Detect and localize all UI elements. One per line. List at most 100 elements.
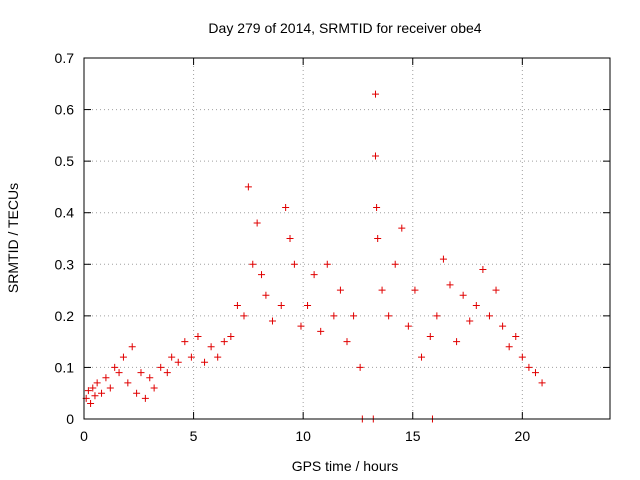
data-point (404, 322, 412, 330)
data-point (371, 90, 379, 98)
data-point (433, 312, 441, 320)
y-axis-label: SRMTID / TECUs (5, 183, 21, 293)
data-point (240, 312, 248, 320)
axis-ticks (83, 57, 610, 420)
y-tick-label: 0.4 (55, 205, 75, 221)
data-point (378, 286, 386, 294)
data-point (323, 260, 331, 268)
x-tick-label: 15 (405, 428, 421, 444)
data-point (374, 235, 382, 242)
data-point (168, 353, 176, 361)
x-axis-label: GPS time / hours (292, 458, 399, 474)
data-point (163, 369, 171, 377)
data-point (227, 332, 235, 340)
data-point (411, 286, 419, 294)
y-tick-label: 0.5 (55, 153, 75, 169)
data-point (89, 384, 97, 392)
y-tick-label: 0 (66, 411, 74, 427)
data-point (426, 332, 434, 340)
data-point (391, 260, 399, 268)
data-point (220, 338, 228, 346)
data-point (258, 271, 266, 279)
data-point (98, 389, 106, 397)
data-point (201, 358, 209, 366)
data-point (133, 389, 141, 397)
data-point (356, 363, 364, 371)
data-point (253, 219, 261, 227)
data-point (499, 322, 507, 330)
data-point (330, 312, 338, 320)
data-point (343, 338, 351, 346)
data-point (310, 271, 318, 279)
data-point (181, 338, 189, 346)
data-point (446, 281, 454, 289)
x-tick-label: 10 (295, 428, 311, 444)
y-tick-label: 0.3 (55, 256, 75, 272)
data-point (518, 353, 526, 361)
data-point (492, 286, 500, 294)
data-point (157, 363, 165, 371)
data-point (317, 327, 325, 335)
data-point (174, 358, 182, 366)
data-point (106, 384, 114, 392)
data-point (124, 379, 132, 387)
data-point (233, 302, 241, 310)
data-point (268, 317, 276, 325)
data-point (187, 353, 195, 361)
data-point (479, 265, 487, 273)
data-point (385, 312, 393, 320)
data-point (371, 152, 379, 160)
data-point (119, 353, 127, 361)
data-point (531, 369, 539, 377)
data-point (398, 224, 406, 232)
data-point (150, 384, 158, 392)
data-point (207, 343, 215, 351)
data-point (336, 286, 344, 294)
x-tick-label: 0 (80, 428, 88, 444)
data-point (525, 363, 533, 371)
data-point (194, 332, 202, 340)
y-tick-label: 0.1 (55, 359, 75, 375)
data-point (466, 317, 474, 325)
data-point (485, 312, 493, 320)
data-point (350, 312, 358, 320)
x-tick-label: 20 (515, 428, 531, 444)
axis-tick-labels: 0 0.1 0.2 0.3 0.4 0.5 0.6 0.7 0 5 10 15 20 (55, 50, 531, 444)
data-point (262, 291, 270, 299)
data-point (418, 353, 426, 361)
data-point (505, 343, 513, 351)
data-point (249, 260, 257, 268)
data-point (137, 369, 145, 377)
data-point (244, 183, 252, 191)
x-tick-label: 5 (190, 428, 198, 444)
chart-title: Day 279 of 2014, SRMTID for receiver obe… (208, 20, 481, 36)
data-points (82, 90, 546, 423)
data-point (214, 353, 222, 361)
data-point (373, 204, 381, 212)
data-point (128, 343, 136, 351)
data-point (439, 255, 447, 263)
data-point (538, 379, 546, 387)
data-point (304, 302, 312, 310)
plot-frame (83, 57, 611, 420)
data-point (472, 302, 480, 310)
data-point (277, 302, 285, 310)
y-tick-label: 0.7 (55, 50, 75, 66)
data-point (141, 394, 149, 402)
data-point (453, 338, 461, 346)
data-point (146, 374, 154, 382)
data-point (111, 363, 119, 371)
data-point (87, 400, 95, 408)
data-point (102, 374, 110, 382)
data-point (115, 369, 123, 377)
y-tick-label: 0.6 (55, 102, 75, 118)
data-point (297, 322, 305, 330)
data-point (512, 332, 520, 340)
data-point (84, 387, 92, 395)
data-point (282, 204, 290, 212)
data-point (93, 379, 101, 387)
data-point (286, 235, 294, 242)
data-point (91, 392, 99, 400)
